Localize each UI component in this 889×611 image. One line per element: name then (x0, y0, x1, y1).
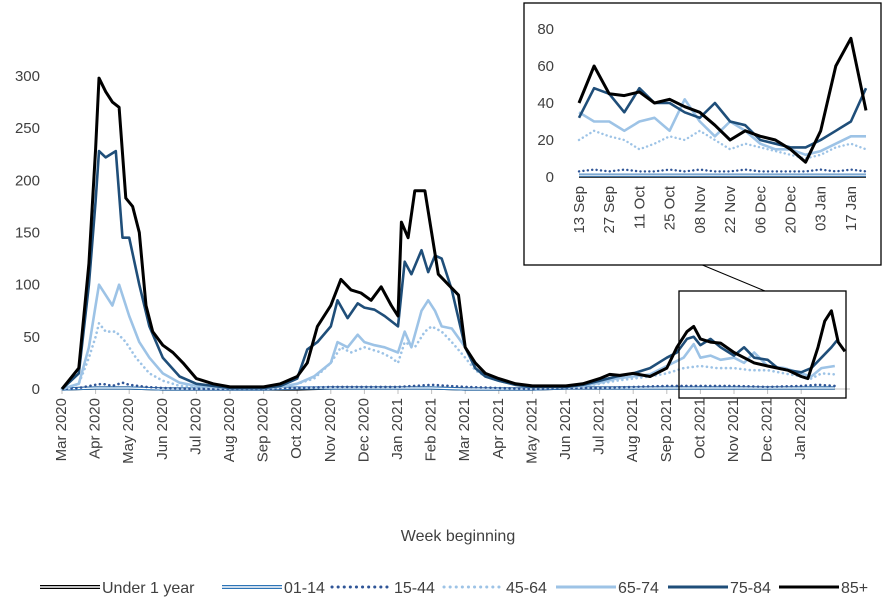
legend-label: 75-84 (730, 580, 771, 597)
inset-x-tick-label: 27 Sep (601, 186, 618, 234)
legend-item-85-: 85+ (779, 580, 868, 597)
inset-series-45-64 (577, 129, 868, 160)
inset-series-65-74 (578, 98, 866, 157)
x-tick-label: Jun 2021 (557, 398, 574, 460)
zoom-box-rect (678, 290, 847, 399)
legend-item-65-74: 65-74 (556, 580, 659, 597)
main-series-85- (60, 76, 847, 390)
legend-label: 85+ (841, 580, 868, 597)
y-tick-label: 250 (15, 120, 40, 137)
inset-x-tick-label: 17 Jan (843, 186, 860, 231)
zoom-box (678, 263, 847, 399)
legend-item-45-64: 45-64 (442, 580, 547, 597)
legend-item-01-14: 01-14 (222, 580, 325, 597)
x-tick-label: Jul 2020 (187, 398, 204, 455)
inset-x-tick-label: 25 Oct (662, 185, 679, 230)
y-tick-label: 100 (15, 277, 40, 294)
y-tick-label: 50 (23, 329, 40, 346)
x-tick-label: Jan 2021 (389, 398, 406, 460)
y-tick-label: 300 (15, 68, 40, 85)
inset-plot: 0 20 40 60 80 13 Sep 27 Sep 11 Oct 25 Oct 08 Nov 2… (523, 2, 882, 266)
inset-series-15-44 (577, 168, 868, 173)
y-tick-label: 150 (15, 225, 40, 242)
y-tick-label: 200 (15, 172, 40, 189)
x-tick-label: Dec 2020 (355, 398, 372, 462)
inset-series-85- (577, 36, 868, 164)
x-tick-label: Dec 2021 (759, 398, 776, 462)
inset-frame (523, 2, 882, 266)
inset-y-tick-label: 0 (546, 169, 554, 186)
y-tick-label: 0 (32, 381, 40, 398)
inset-x-tick-label: 11 Oct (631, 185, 648, 229)
x-tick-label: Jan 2022 (792, 398, 809, 460)
legend: Under 1 year 01-14 15-44 45-64 65-74 75-84 85+ (40, 580, 868, 597)
x-tick-label: Oct 2020 (288, 398, 305, 459)
legend-label: Under 1 year (102, 580, 195, 597)
zoom-connector (699, 263, 766, 292)
x-axis-title: Week beginning (401, 528, 515, 545)
legend-label: 01-14 (284, 580, 325, 597)
legend-label: 15-44 (394, 580, 435, 597)
legend-item-15-44: 15-44 (330, 580, 435, 597)
inset-x-tick-label: 03 Jan (813, 186, 830, 231)
inset-y-tick-label: 40 (537, 95, 554, 112)
inset-y-tick-label: 60 (537, 58, 554, 75)
x-tick-label: Feb 2021 (423, 398, 440, 461)
inset-x-tick-label: 13 Sep (571, 186, 588, 234)
x-tick-label: Sep 2021 (658, 398, 675, 462)
main-series-65-74 (61, 283, 836, 391)
x-tick-label: Nov 2020 (322, 398, 339, 462)
x-tick-label: Mar 2021 (456, 398, 473, 461)
legend-label: 65-74 (618, 580, 659, 597)
x-tick-label: Aug 2020 (221, 398, 238, 462)
legend-item-75-84: 75-84 (668, 580, 771, 597)
x-tick-label: Apr 2020 (87, 398, 104, 459)
x-tick-label: Nov 2021 (725, 398, 742, 462)
x-tick-label: Jul 2021 (591, 398, 608, 455)
x-tick-label: Apr 2021 (490, 398, 507, 459)
inset-y-tick-label: 20 (537, 132, 554, 149)
x-tick-label: Aug 2021 (624, 398, 641, 462)
x-tick-label: Jun 2020 (154, 398, 171, 460)
legend-label: 45-64 (506, 580, 547, 597)
legend-item-under-1-year: Under 1 year (40, 580, 195, 597)
inset-series-75-84 (577, 86, 868, 149)
inset-y-tick-label: 80 (537, 21, 554, 38)
x-tick-label: May 2020 (120, 398, 137, 464)
x-tick-label: Sep 2020 (255, 398, 272, 462)
main-series-15-44 (60, 381, 837, 391)
inset-x-tick-label: 20 Dec (782, 186, 799, 234)
x-tick-label: Oct 2021 (691, 398, 708, 459)
inset-x-tick-label: 22 Nov (722, 186, 739, 234)
x-tick-label: Mar 2020 (53, 398, 70, 461)
inset-x-tick-label: 08 Nov (692, 186, 709, 234)
x-tick-label: May 2021 (523, 398, 540, 464)
inset-x-tick-label: 06 Dec (752, 186, 769, 234)
